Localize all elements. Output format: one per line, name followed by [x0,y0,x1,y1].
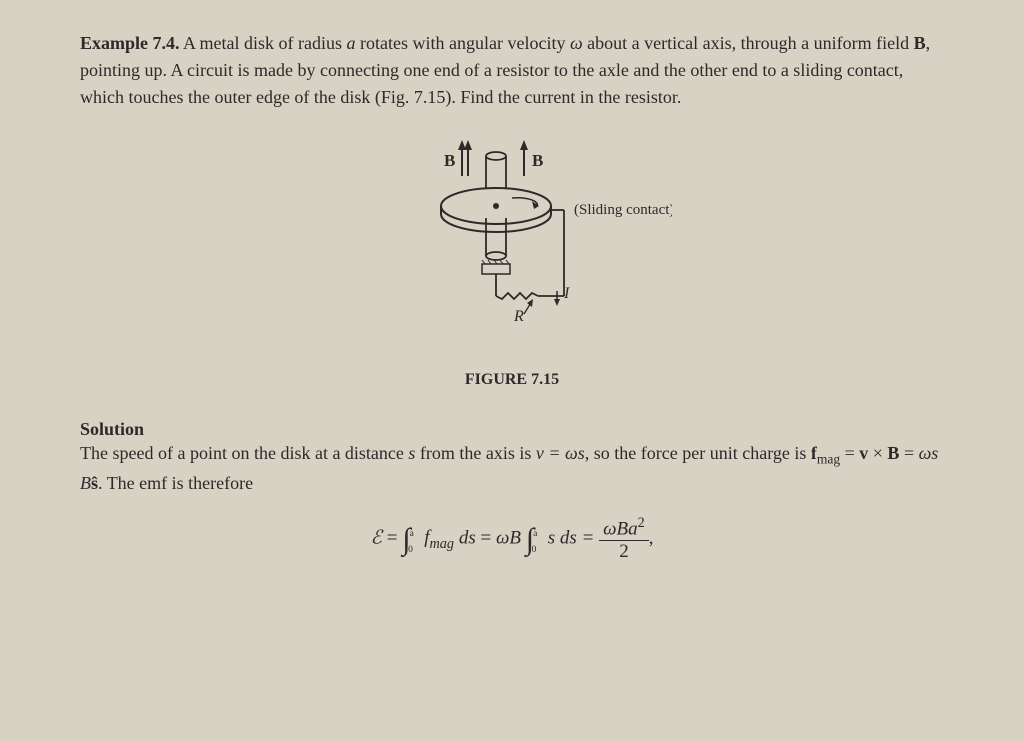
script-E: ℰ [370,527,382,548]
sol-text-3: , so the force per unit charge is [585,443,811,463]
var-a: a [347,33,356,53]
sol-text-4: . The emf is therefore [98,473,253,493]
ds-1: ds [459,527,476,548]
label-I: I [563,285,570,302]
frac-denominator: 2 [599,541,649,563]
comma: , [649,527,654,548]
example-paragraph: Example 7.4. A metal disk of radius a ro… [80,30,944,111]
sol-text-1: The speed of a point on the disk at a di… [80,443,408,463]
eq-eq1: = [382,527,402,548]
int-lower-1: 0 [408,545,413,555]
label-B-right: B [532,151,543,170]
frac-numerator: ωBa2 [599,515,649,541]
int-upper-1: a [410,529,414,539]
emf-equation: ℰ = ∫a0 fmag ds = ωB ∫a0 s ds = ωBa2 2 , [80,515,944,563]
solution-header: Solution [80,419,944,440]
example-text-2: rotates with angular velocity [356,33,570,53]
int-upper-2: a [533,529,537,539]
textbook-page: Example 7.4. A metal disk of radius a ro… [0,0,1024,741]
var-omega: ω [570,33,583,53]
example-text-3: about a vertical axis, through a uniform… [583,33,914,53]
solution-text: The speed of a point on the disk at a di… [80,440,944,497]
label-B-left: B [444,151,455,170]
f-mag: fmag [424,527,454,548]
s-ds: s ds = [548,527,599,548]
eq-eq2: = ωB [480,527,525,548]
example-label: Example 7.4. [80,33,180,53]
figure-caption: FIGURE 7.15 [80,371,944,389]
fraction: ωBa2 2 [599,515,649,563]
eq-f-sub: mag [817,452,840,467]
figure-container: B B (Sliding contact) [80,136,944,389]
label-R: R [513,308,524,325]
sol-text-2: from the axis is [415,443,535,463]
var-B: B [914,33,926,53]
eq-v: v = ωs [536,443,585,463]
int-lower-2: 0 [532,545,537,555]
example-text-1: A metal disk of radius [183,33,346,53]
label-sliding: (Sliding contact) [574,202,672,218]
figure-svg: B B (Sliding contact) [352,136,672,356]
